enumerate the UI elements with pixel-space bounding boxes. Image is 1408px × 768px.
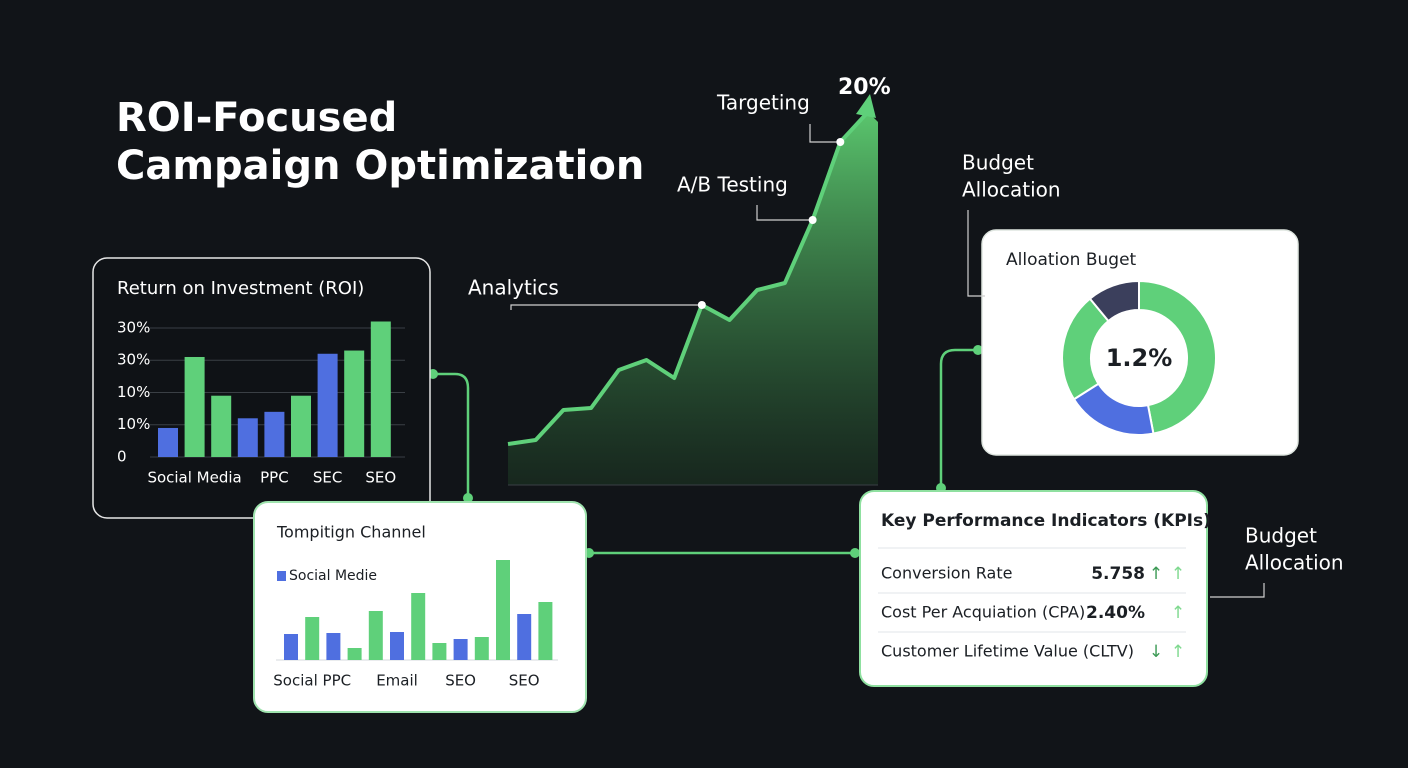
arrow-head xyxy=(856,94,876,118)
x-tick-label: SEO xyxy=(365,469,396,487)
bar xyxy=(411,593,426,660)
donut-segment xyxy=(1138,279,1217,435)
y-tick-label: 30% xyxy=(117,318,150,336)
bar xyxy=(291,395,311,457)
annotation-leader xyxy=(510,304,702,310)
callout-leader xyxy=(967,210,985,297)
y-tick-label: 10% xyxy=(117,415,150,433)
x-tick-label: Email xyxy=(376,672,418,690)
annotation-leader xyxy=(756,205,813,221)
kpi-trend: ↑ xyxy=(1171,603,1185,623)
bar xyxy=(237,418,258,457)
center-label: 1.2% xyxy=(1106,344,1173,372)
bar xyxy=(370,321,391,457)
bar xyxy=(211,395,232,457)
bar xyxy=(347,648,362,660)
annotation-point xyxy=(697,301,706,309)
bar xyxy=(432,643,447,660)
bar xyxy=(474,637,489,660)
kpi-label: Conversion Rate xyxy=(881,564,1012,583)
bar xyxy=(496,560,510,660)
bar xyxy=(158,427,178,457)
annotation: Targeting xyxy=(716,91,810,115)
bar xyxy=(517,614,532,660)
kpi-label: Cost Per Acquiation (CPA) xyxy=(881,603,1085,622)
kpi-title: Key Performance Indicators (KPIs) xyxy=(881,511,1211,531)
annotation-point xyxy=(836,138,845,146)
y-tick-label: 30% xyxy=(117,351,150,369)
bar xyxy=(264,411,285,457)
kpi-trend: ↑ xyxy=(1171,564,1185,584)
x-tick-label: Social Media xyxy=(147,469,241,487)
callout: Allocation xyxy=(1245,551,1344,575)
chart-title: Alloation Buget xyxy=(1006,250,1137,270)
kpi-label: Customer Lifetime Value (CLTV) xyxy=(881,642,1134,661)
line xyxy=(507,110,870,446)
bar xyxy=(344,350,365,457)
page-title: Campaign Optimization xyxy=(116,143,644,189)
annotation-point xyxy=(808,216,817,224)
callout: Budget xyxy=(962,151,1034,175)
y-tick-label: 10% xyxy=(117,383,150,401)
bar xyxy=(538,602,553,660)
connector-dot xyxy=(973,345,983,355)
x-tick-label: SEO xyxy=(445,672,476,690)
annotation-leader xyxy=(809,124,841,143)
bar xyxy=(368,611,383,660)
x-tick-label: SEO xyxy=(509,672,540,690)
bar xyxy=(390,632,404,660)
connector xyxy=(939,348,978,490)
kpi-card xyxy=(859,490,1208,687)
donut-segment xyxy=(1088,279,1140,323)
bar xyxy=(284,634,298,660)
legend-label: Social Medie xyxy=(289,568,377,584)
bar xyxy=(317,353,338,457)
x-tick-label: SEC xyxy=(313,469,342,487)
kpi-trend: ↑ xyxy=(1171,642,1185,662)
kpi-value: 5.758 xyxy=(1091,564,1145,584)
connectors xyxy=(430,348,978,555)
bar xyxy=(305,617,320,660)
kpi-trend: ↓ xyxy=(1149,642,1163,662)
connector xyxy=(430,372,470,498)
chart-title: Return on Investment (ROI) xyxy=(117,278,364,299)
bar xyxy=(453,639,468,660)
callout-leader xyxy=(1210,583,1265,598)
end-label: 20% xyxy=(838,75,891,100)
kpi-trend: ↑ xyxy=(1149,564,1163,584)
bar xyxy=(326,633,341,660)
x-tick-label: PPC xyxy=(260,469,289,487)
page-title: ROI-Focused xyxy=(116,95,397,141)
callout: Budget xyxy=(1245,524,1317,548)
allocation-card xyxy=(981,229,1299,456)
annotation: A/B Testing xyxy=(677,173,788,197)
connector-dot xyxy=(850,548,860,558)
area xyxy=(508,112,878,485)
callout: Allocation xyxy=(962,178,1061,202)
kpi-value: 2.40% xyxy=(1086,603,1145,623)
bar xyxy=(184,356,205,457)
legend-swatch xyxy=(277,571,286,581)
connector-dot xyxy=(463,493,473,503)
x-tick-label: Social PPC xyxy=(273,672,351,690)
chart-title: Tompitign Channel xyxy=(276,523,426,542)
y-tick-label: 0 xyxy=(117,448,127,466)
annotation: Analytics xyxy=(468,276,559,300)
